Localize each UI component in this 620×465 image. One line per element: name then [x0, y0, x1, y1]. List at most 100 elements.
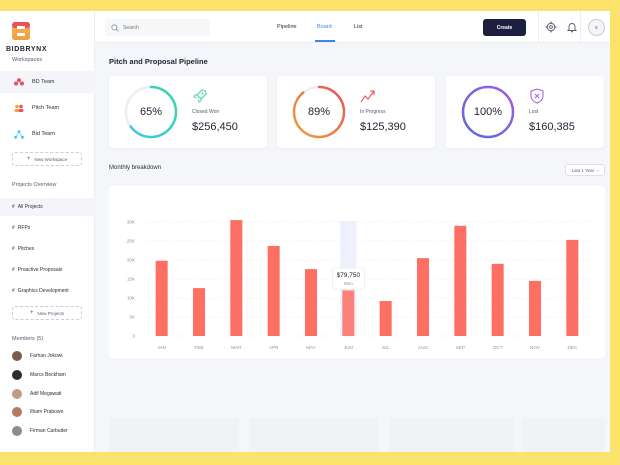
x-tick-label: MAY: [306, 345, 316, 350]
member-item[interactable]: Adif Megawati: [12, 389, 61, 399]
kpi-percent: 65%: [139, 106, 163, 118]
progress-ring: [461, 85, 515, 139]
bar: [529, 280, 541, 336]
team-icon: [14, 77, 24, 87]
member-name: Farhan Jokowi: [30, 353, 63, 359]
kpi-card-closed-won: 65% Closed Won $256,450: [109, 76, 267, 148]
bar: [193, 288, 205, 336]
y-tick-label: 0: [132, 334, 135, 339]
y-tick-label: 25K: [127, 239, 136, 244]
member-item[interactable]: Firman Carbuder: [12, 426, 68, 436]
workspace-item-bd-team[interactable]: BD Team: [0, 71, 95, 93]
monthly-breakdown-chart: 30K 25K 20K 15K 10K 5K 0 JAN FEB MAR APR MAY JUN JUL A…: [109, 186, 605, 358]
plus-icon: +: [26, 156, 31, 162]
avatar: [12, 351, 22, 361]
y-tick-label: 10K: [127, 296, 136, 301]
x-tick-label: OCT: [493, 345, 503, 350]
project-label: Pitches: [17, 246, 35, 252]
x-tick-label: DEC: [567, 345, 577, 350]
y-tick-label: 5K: [129, 315, 136, 320]
tooltip-value: $79,750: [337, 272, 361, 279]
hash-icon: #: [12, 246, 15, 252]
tab-board[interactable]: Board: [317, 24, 332, 30]
rocket-icon: [193, 89, 207, 103]
divider: [580, 11, 581, 43]
brand-logo: [12, 22, 30, 40]
new-workspace-button[interactable]: + New Workspace: [12, 152, 82, 166]
project-item-rfps[interactable]: # RFPs: [0, 219, 95, 237]
workspaces-title: Workspaces: [12, 57, 43, 63]
search-input[interactable]: [123, 24, 203, 31]
shield-x-icon: [530, 88, 544, 104]
kpi-card-lost: 100% Lost $160,385: [446, 76, 604, 148]
kpi-label: Closed Won: [192, 109, 220, 115]
divider: [538, 11, 539, 43]
project-item-proactive-proposals[interactable]: # Proactive Proposals: [0, 261, 95, 279]
placeholder-card: [389, 418, 514, 452]
tab-pipeline[interactable]: Pipeline: [277, 24, 297, 30]
plus-icon: +: [29, 310, 34, 316]
workspace-item-pitch-team[interactable]: Pitch Team: [0, 97, 95, 119]
member-item[interactable]: Farhan Jokowi: [12, 351, 63, 361]
user-menu-button[interactable]: ≡: [588, 19, 605, 36]
kpi-value: $160,385: [529, 121, 575, 133]
x-tick-label: APR: [269, 345, 279, 350]
range-select[interactable]: Last 1 Year ›: [565, 164, 605, 176]
new-project-button[interactable]: + New Projects: [12, 306, 82, 320]
x-tick-label: AUG: [418, 345, 428, 350]
member-item[interactable]: Ilham Prabowo: [12, 407, 63, 417]
project-label: Proactive Proposals: [17, 267, 63, 273]
x-tick-label: MAR: [231, 345, 242, 350]
kpi-card-in-progress: 89% In Progress $125,390: [277, 76, 435, 148]
menu-icon: ≡: [595, 24, 598, 31]
member-item[interactable]: Marcs Beckham: [12, 370, 66, 380]
create-button[interactable]: Create: [483, 19, 526, 36]
bar: [230, 220, 243, 336]
bar: [566, 239, 579, 336]
hash-icon: #: [12, 204, 15, 210]
chevron-right-icon: ›: [597, 167, 599, 173]
y-tick-label: 30K: [127, 220, 136, 225]
bar: [454, 225, 467, 336]
member-name: Adif Megawati: [30, 391, 62, 397]
gear-icon[interactable]: [545, 21, 557, 33]
x-tick-label: NOV: [530, 345, 541, 350]
project-item-graphics-development[interactable]: # Graphics Development: [0, 282, 95, 300]
sidebar: BIDBRYNX Workspaces BD Team Pitch Team B…: [0, 11, 95, 452]
project-item-all[interactable]: # All Projects: [0, 198, 95, 216]
project-item-pitches[interactable]: # Pitches: [0, 240, 95, 258]
tab-list[interactable]: List: [354, 24, 363, 30]
progress-ring: [292, 85, 346, 139]
page-title: Pitch and Proposal Pipeline: [109, 57, 208, 66]
workspace-label: BD Team: [32, 79, 55, 85]
project-label: All Projects: [17, 204, 43, 210]
kpi-percent: 100%: [473, 106, 503, 118]
workspace-label: Bid Team: [32, 131, 55, 137]
placeholder-card: [249, 418, 379, 452]
members-title: Members (5): [12, 336, 44, 342]
x-tick-label: JAN: [157, 345, 166, 350]
bell-icon[interactable]: [566, 21, 578, 33]
search-box[interactable]: [105, 19, 210, 36]
bar-chart: 30K 25K 20K 15K 10K 5K 0 JAN FEB MAR APR MAY JUN JUL A…: [127, 220, 591, 350]
top-bar: Pipeline Board List Create ≡: [95, 11, 610, 43]
bar: [379, 301, 392, 336]
projects-overview-title: Projects Overview: [12, 182, 57, 188]
bar: [491, 263, 504, 336]
workspace-item-bid-team[interactable]: Bid Team: [0, 123, 95, 145]
bar: [305, 269, 317, 336]
app-window: BIDBRYNX Workspaces BD Team Pitch Team B…: [0, 11, 610, 452]
avatar: [12, 426, 22, 436]
workspace-label: Pitch Team: [32, 105, 60, 111]
bar: [417, 258, 429, 336]
network-icon: [14, 129, 24, 139]
kpi-value: $125,390: [360, 121, 406, 133]
placeholder-card: [522, 418, 605, 452]
hash-icon: #: [12, 288, 15, 294]
x-tick-label: JUN: [344, 345, 353, 350]
project-label: RFPs: [17, 225, 31, 231]
kpi-percent: 89%: [307, 106, 331, 118]
project-label: Graphics Development: [17, 288, 69, 294]
x-tick-label: FEB: [195, 345, 204, 350]
